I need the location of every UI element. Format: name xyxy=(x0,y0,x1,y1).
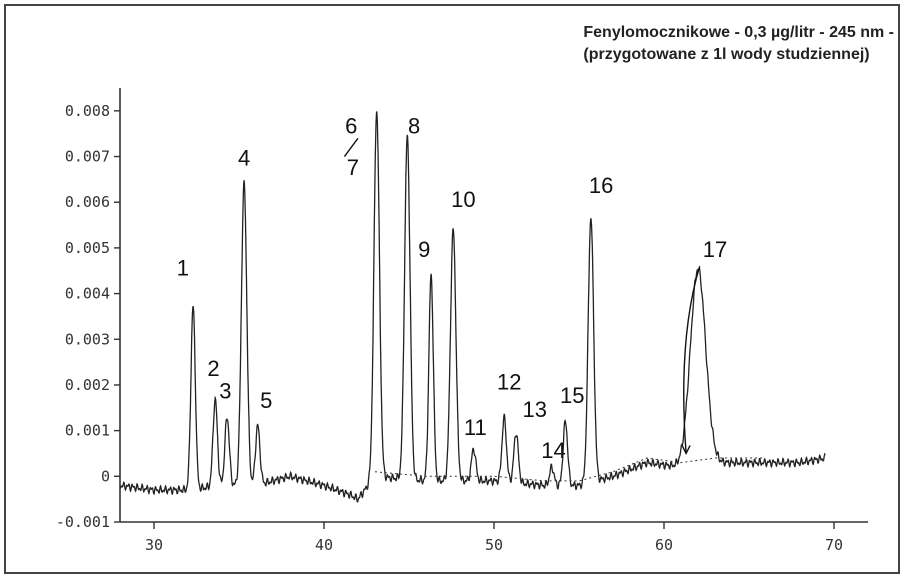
peak-label-10: 10 xyxy=(451,187,475,212)
peak-17-arrow-head xyxy=(681,445,691,456)
y-tick-label: 0.001 xyxy=(65,422,110,440)
peak-label-14: 14 xyxy=(541,438,565,463)
peak-label-7: 7 xyxy=(347,155,359,180)
peak-label-5: 5 xyxy=(260,388,272,413)
x-tick-label: 40 xyxy=(315,536,333,554)
chart-frame xyxy=(4,4,900,574)
y-tick-label: -0.001 xyxy=(56,513,110,531)
peak-label-13: 13 xyxy=(523,397,547,422)
peak-label-4: 4 xyxy=(238,146,250,171)
chromatogram-trace xyxy=(119,111,826,503)
y-tick-label: 0.002 xyxy=(65,376,110,394)
peak-6-7-divider xyxy=(343,137,359,157)
axes-group xyxy=(119,88,868,523)
peak-label-3: 3 xyxy=(219,379,231,404)
y-tick-label: 0.008 xyxy=(65,102,110,120)
chart-title-line-2: (przygotowane z 1l wody studziennej) xyxy=(583,46,870,63)
peak-label-1: 1 xyxy=(177,255,189,280)
y-tick-label: 0.007 xyxy=(65,148,110,166)
x-tick-label: 60 xyxy=(655,536,673,554)
y-tick-label: 0 xyxy=(101,467,110,485)
x-tick-label: 50 xyxy=(485,536,503,554)
series-group xyxy=(119,111,826,503)
peak-label-17: 17 xyxy=(703,237,727,262)
peak-label-9: 9 xyxy=(418,237,430,262)
peak-label-16: 16 xyxy=(589,173,613,198)
peak-label-11: 11 xyxy=(464,415,487,440)
y-tick-label: 0.004 xyxy=(65,285,110,303)
x-tick-label: 30 xyxy=(145,536,163,554)
y-tick-label: 0.005 xyxy=(65,239,110,257)
chart-title: Fenylomocznikowe - 0,3 µg/litr - 245 nm … xyxy=(583,22,894,66)
peak-label-6: 6 xyxy=(345,114,357,139)
peak-label-8: 8 xyxy=(408,114,420,139)
chart-title-line-1: Fenylomocznikowe - 0,3 µg/litr - 245 nm … xyxy=(583,24,894,41)
peak-label-12: 12 xyxy=(497,370,521,395)
peak-17-arrow xyxy=(683,265,701,454)
peak-label-15: 15 xyxy=(560,383,584,408)
peak-label-2: 2 xyxy=(207,356,219,381)
y-tick-label: 0.003 xyxy=(65,330,110,348)
x-tick-label: 70 xyxy=(825,536,843,554)
ticks-group: -0.001 0 0.001 0.002 0.003 0.004 0.005 0.006 0.0… xyxy=(56,102,843,554)
y-tick-label: 0.006 xyxy=(65,193,110,211)
